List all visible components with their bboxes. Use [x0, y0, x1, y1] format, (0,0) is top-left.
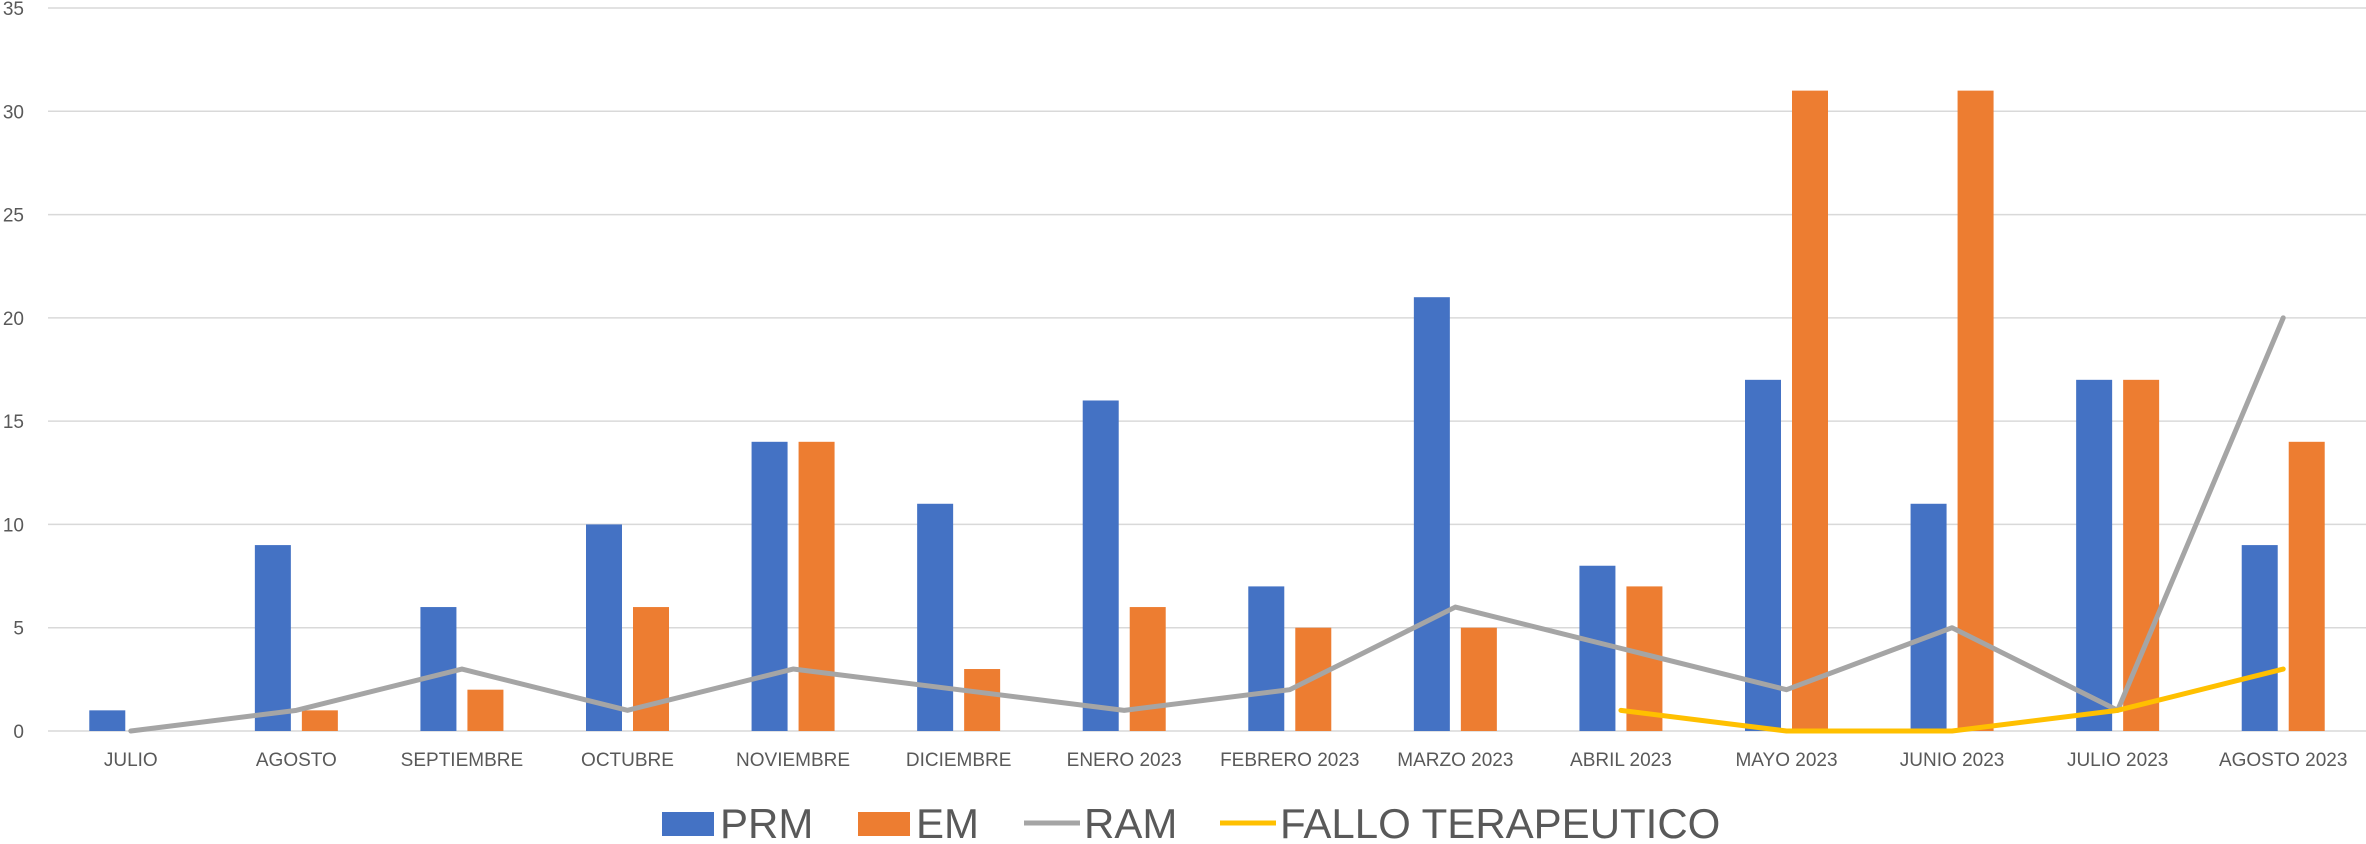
- legend-item-em: EM: [858, 800, 979, 844]
- bar-em: [467, 689, 504, 731]
- x-tick-label: ABRIL 2023: [1570, 750, 1672, 771]
- bar-prm: [1082, 400, 1119, 731]
- y-tick-label: 0: [13, 722, 24, 743]
- legend: PRM EM RAM FALLO TERAPEUTICO: [662, 800, 1720, 844]
- bar-prm: [420, 607, 457, 731]
- legend-label: PRM: [720, 800, 813, 844]
- bar-em: [1129, 607, 1166, 731]
- y-tick-label: 30: [3, 102, 24, 123]
- legend-swatch: [662, 812, 714, 836]
- bar-prm: [1745, 379, 1781, 731]
- legend-item-ram: RAM: [1024, 800, 1177, 844]
- bar-em: [633, 607, 669, 731]
- bar-em: [1792, 90, 1828, 732]
- bar-em: [1957, 90, 1994, 732]
- bars: [89, 90, 2325, 732]
- x-tick-label: MARZO 2023: [1397, 750, 1513, 771]
- bar-em: [798, 441, 835, 731]
- bar-prm: [254, 545, 291, 731]
- y-axis-tick-labels: 0 5 10 15 20 25 30 35: [3, 0, 24, 743]
- legend-swatch: [858, 812, 910, 836]
- bar-prm: [2076, 379, 2113, 731]
- y-tick-label: 5: [13, 619, 24, 640]
- x-tick-label: MAYO 2023: [1735, 750, 1837, 771]
- x-tick-label: OCTUBRE: [581, 750, 674, 771]
- bar-em: [2123, 379, 2160, 731]
- x-tick-label: AGOSTO 2023: [2219, 750, 2348, 771]
- y-tick-label: 35: [3, 0, 24, 20]
- bar-prm: [1413, 297, 1450, 731]
- bar-prm: [1910, 503, 1947, 731]
- legend-label: RAM: [1084, 800, 1177, 844]
- bar-em: [1460, 627, 1497, 731]
- x-tick-label: FEBRERO 2023: [1220, 750, 1359, 771]
- legend-label: EM: [916, 800, 979, 844]
- bar-em: [2288, 441, 2325, 731]
- x-tick-label: DICIEMBRE: [906, 750, 1012, 771]
- x-tick-label: JUNIO 2023: [1900, 750, 2005, 771]
- x-tick-label: JULIO: [104, 750, 158, 771]
- legend-item-fallo-terapeutico: FALLO TERAPEUTICO: [1220, 800, 1720, 844]
- bar-em: [301, 710, 338, 731]
- bar-prm: [917, 503, 954, 731]
- x-tick-label: SEPTIEMBRE: [401, 750, 523, 771]
- x-axis-tick-labels: JULIO AGOSTO SEPTIEMBRE OCTUBRE NOVIEMBRE DIC…: [104, 750, 2348, 771]
- x-tick-label: JULIO 2023: [2067, 750, 2168, 771]
- y-tick-label: 15: [3, 412, 24, 433]
- legend-item-prm: PRM: [662, 800, 813, 844]
- bar-prm: [751, 441, 788, 731]
- lines: [128, 315, 2286, 734]
- y-tick-label: 20: [3, 309, 24, 330]
- line-ram: [128, 315, 2286, 734]
- x-tick-label: NOVIEMBRE: [736, 750, 850, 771]
- bar-prm: [1248, 586, 1285, 731]
- gridlines: [48, 7, 2366, 732]
- x-tick-label: AGOSTO: [256, 750, 337, 771]
- bar-prm: [89, 710, 126, 731]
- line-fallo-terapeutico: [1618, 666, 2286, 734]
- legend-label: FALLO TERAPEUTICO: [1280, 800, 1720, 844]
- bar-prm: [2241, 545, 2278, 731]
- bar-prm: [1579, 565, 1616, 731]
- y-tick-label: 25: [3, 206, 24, 227]
- bar-prm: [586, 524, 622, 731]
- y-tick-label: 10: [3, 515, 24, 536]
- bar-em: [964, 669, 1001, 731]
- x-tick-label: ENERO 2023: [1067, 750, 1182, 771]
